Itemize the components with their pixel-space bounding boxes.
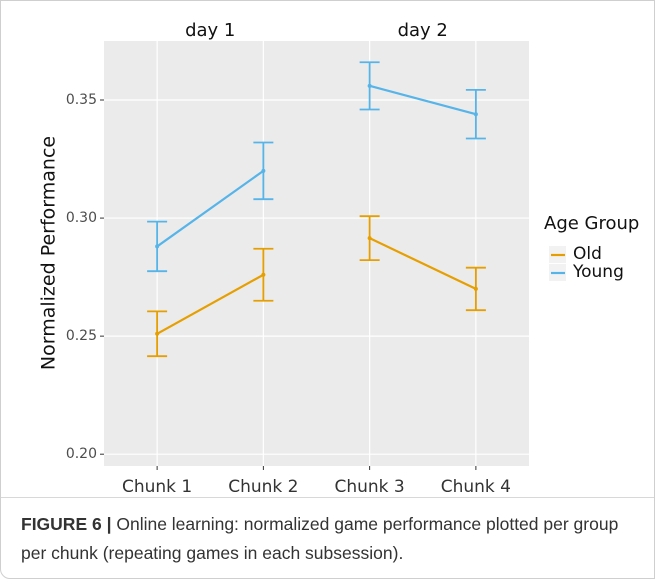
- facet-label: day 1: [185, 20, 235, 41]
- point: [473, 112, 478, 117]
- x-tick-label: Chunk 3: [334, 477, 404, 497]
- x-tick-label: Chunk 2: [228, 477, 298, 497]
- caption: FIGURE 6 | Online learning: normalized g…: [1, 497, 654, 578]
- series-line: [156, 273, 264, 335]
- point: [155, 331, 160, 336]
- facet-label: day 2: [398, 20, 448, 41]
- caption-label: FIGURE 6 |: [21, 514, 112, 534]
- y-tick-label: 0.35: [66, 92, 97, 108]
- legend-title: Age Group: [544, 213, 639, 234]
- caption-text: Online learning: normalized game perform…: [21, 514, 619, 563]
- legend-label: Young: [572, 262, 624, 282]
- y-tick-label: 0.25: [66, 328, 97, 344]
- point: [367, 83, 372, 88]
- point: [367, 236, 372, 241]
- series-line: [156, 169, 265, 248]
- y-tick-label: 0.20: [66, 446, 97, 462]
- x-tick-label: Chunk 4: [441, 477, 511, 497]
- series-line: [369, 84, 477, 116]
- point: [155, 244, 160, 249]
- point: [473, 286, 478, 291]
- chart: Normalized Performance Age Group 0.20 0.2…: [38, 20, 640, 497]
- point: [261, 168, 266, 173]
- y-axis-label: Normalized Performance: [38, 136, 60, 370]
- panel: [104, 41, 529, 466]
- point: [261, 272, 266, 277]
- y-tick-label: 0.30: [66, 210, 97, 226]
- series-line: [369, 237, 477, 290]
- x-tick-label: Chunk 1: [122, 477, 192, 497]
- legend-label: Old: [573, 244, 602, 264]
